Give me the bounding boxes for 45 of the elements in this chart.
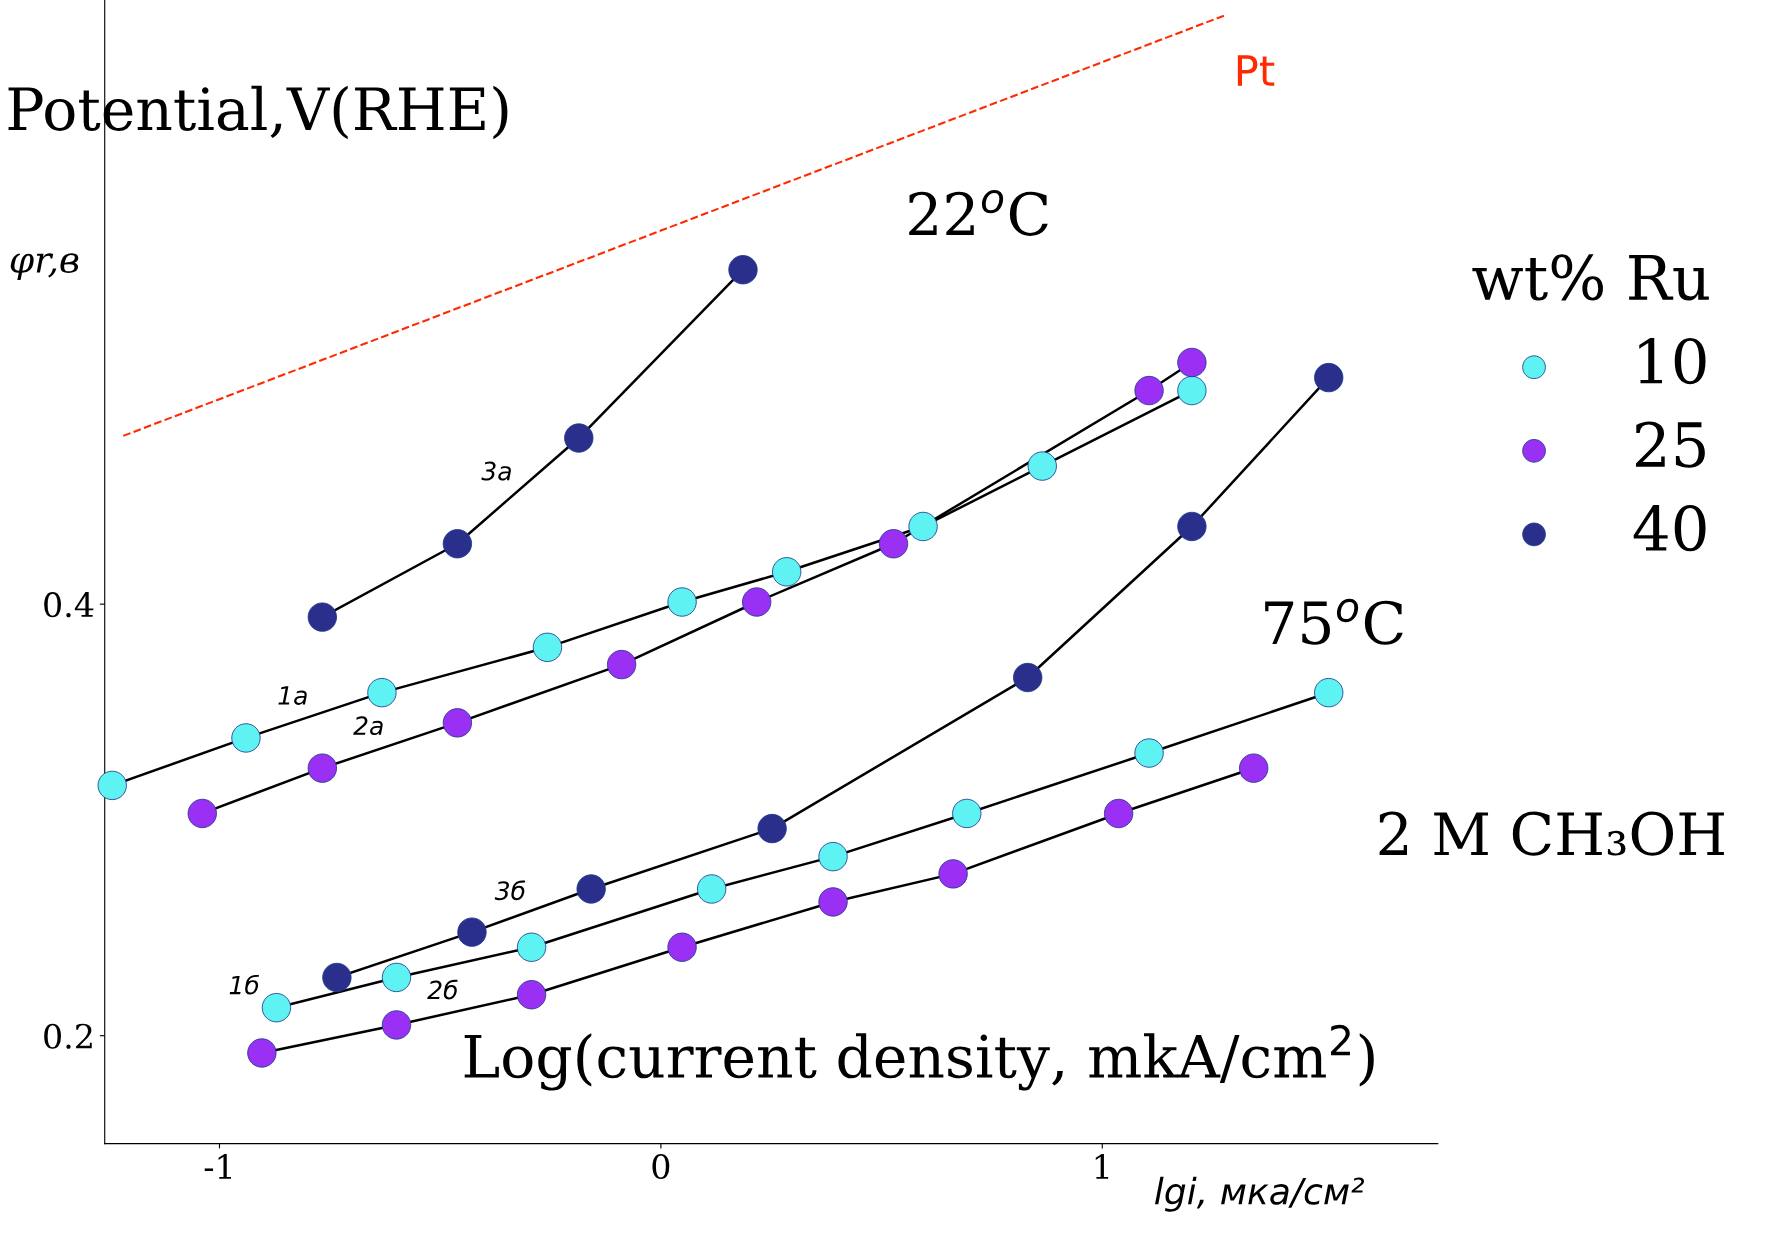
- point: [231, 723, 261, 753]
- annotation: 22$^{o}$C: [909, 189, 1048, 236]
- legend-title: wt% Ru: [1472, 254, 1709, 301]
- annotation: Log(current density, mkA/cm$^{2}$): [464, 1024, 1374, 1091]
- point: [728, 255, 758, 285]
- point: [381, 962, 412, 993]
- point: [742, 587, 772, 617]
- point: [307, 753, 337, 783]
- point: [1177, 511, 1207, 542]
- y-tick-label: 0.4: [44, 592, 94, 618]
- point: [938, 859, 968, 889]
- x-tick-label: -1: [204, 1153, 231, 1179]
- text: φr,в: [10, 253, 79, 281]
- series-label: 3а: [481, 461, 511, 481]
- legend-label: 10: [1639, 337, 1706, 385]
- annotation: 75$^{o}$C: [1265, 598, 1403, 645]
- point: [564, 423, 594, 453]
- y-tick-label: 0.2: [44, 1023, 92, 1049]
- x-tick-label: 0: [652, 1153, 670, 1180]
- point: [818, 887, 848, 917]
- point: [697, 874, 727, 904]
- series-label: Pt: [1237, 55, 1275, 86]
- series-label: 2а: [353, 716, 383, 736]
- series-label: 1а: [278, 686, 307, 705]
- point: [1134, 375, 1164, 406]
- series-label: 1б: [229, 974, 259, 995]
- legend-label: 25: [1635, 421, 1705, 468]
- point: [1177, 375, 1207, 406]
- point: [878, 529, 909, 559]
- point: [457, 917, 487, 947]
- point: [908, 511, 938, 542]
- point: [1239, 753, 1269, 783]
- annotation: 2 M CH₃OH: [1379, 811, 1724, 856]
- point: [516, 980, 547, 1010]
- legend-label: 40: [1633, 505, 1706, 552]
- point: [1134, 738, 1164, 768]
- point: [1314, 677, 1344, 708]
- series-label: 3б: [494, 880, 526, 901]
- point: [1013, 662, 1043, 693]
- x-axis-title: lgi, мка/см²: [1155, 1176, 1365, 1212]
- point: [307, 602, 337, 632]
- point: [1103, 798, 1134, 829]
- series-label: 2б: [427, 979, 458, 1000]
- x-tick-label: 1: [1095, 1153, 1109, 1179]
- point: [247, 1038, 277, 1068]
